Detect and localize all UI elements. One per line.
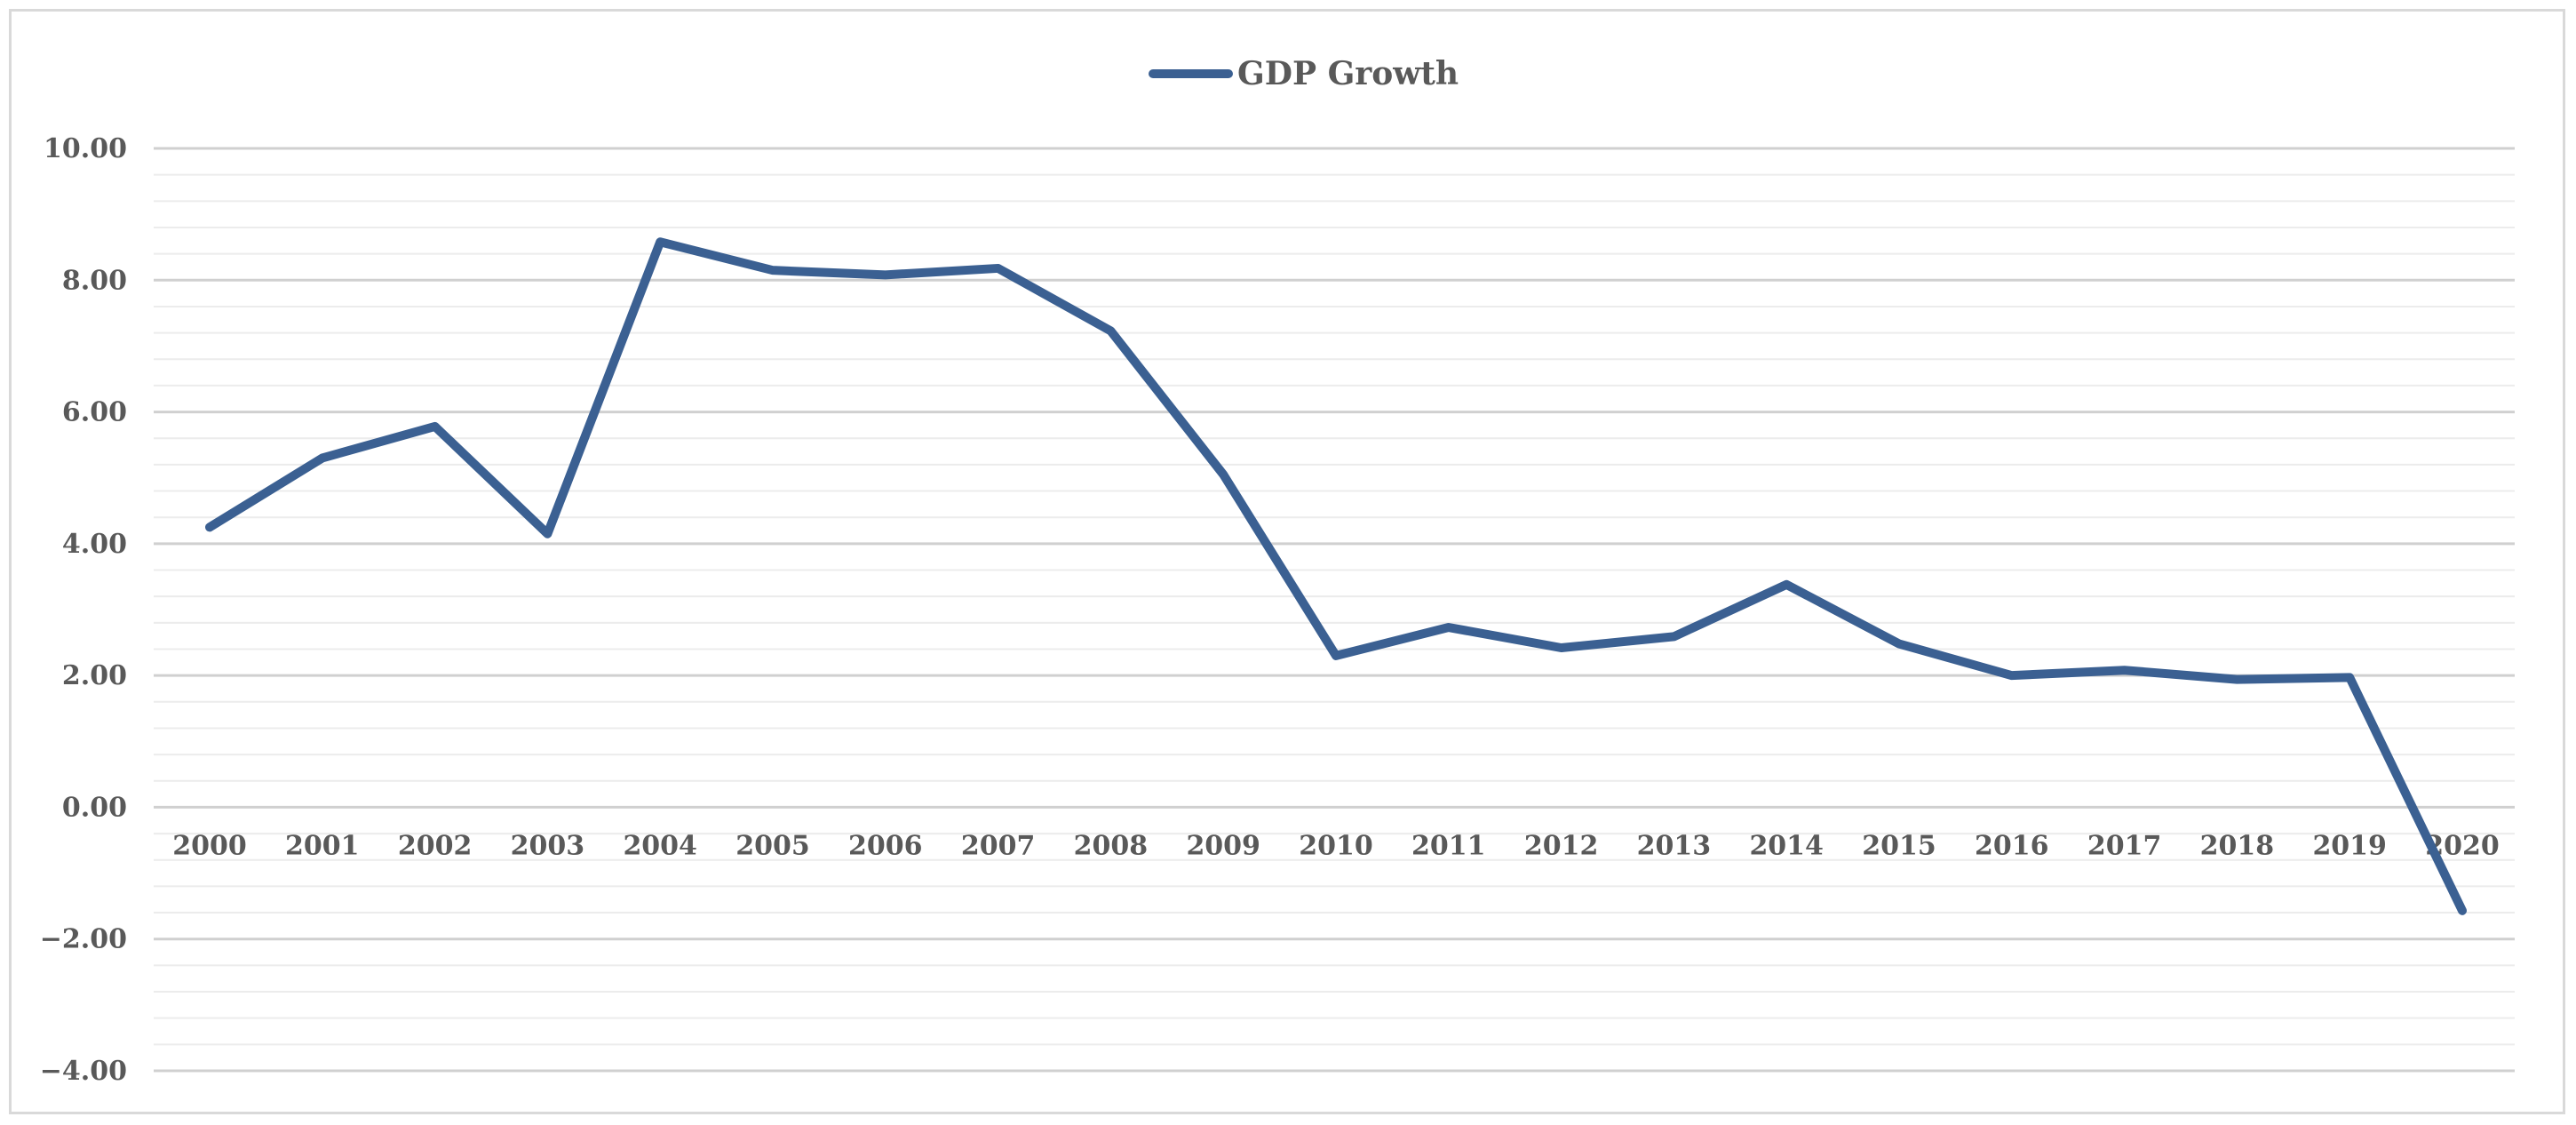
y-tick-label: −4.00 xyxy=(40,1056,127,1087)
y-axis-tick-labels: 10.00 8.00 6.00 4.00 2.00 0.00 −2.00 −4.00 xyxy=(40,133,127,1087)
data-point-2009 xyxy=(1219,470,1228,479)
legend-label-gdp-growth: GDP Growth xyxy=(1237,55,1459,92)
data-point-2001 xyxy=(318,453,327,462)
data-point-2003 xyxy=(543,530,552,539)
data-point-2010 xyxy=(1332,651,1340,660)
data-point-2002 xyxy=(431,422,440,431)
x-tick-label: 2016 xyxy=(1975,830,2049,861)
data-point-2015 xyxy=(1895,640,1904,649)
chart-frame: 10.00 8.00 6.00 4.00 2.00 0.00 −2.00 −4.00 2000… xyxy=(9,9,2565,1114)
legend: GDP Growth xyxy=(1149,55,1459,92)
x-tick-label: 2013 xyxy=(1637,830,1712,861)
series-line-gdp-growth xyxy=(205,237,2467,915)
data-point-2004 xyxy=(656,237,664,246)
x-tick-label: 2005 xyxy=(735,830,810,861)
data-point-2012 xyxy=(1557,643,1566,652)
data-point-2014 xyxy=(1782,580,1791,589)
data-point-2016 xyxy=(2008,671,2016,680)
y-tick-label: −2.00 xyxy=(40,924,127,955)
y-tick-label: 8.00 xyxy=(62,265,127,296)
x-axis-tick-labels: 2000 2001 2002 2003 2004 2005 2006 2007 2008 2009… xyxy=(172,830,2500,861)
series-layer xyxy=(205,237,2467,915)
x-tick-label: 2015 xyxy=(1862,830,1936,861)
data-point-2005 xyxy=(768,266,777,275)
x-tick-label: 2012 xyxy=(1524,830,1599,861)
data-point-2011 xyxy=(1444,623,1453,632)
x-tick-label: 2009 xyxy=(1186,830,1260,861)
x-tick-label: 2014 xyxy=(1749,830,1824,861)
data-point-2000 xyxy=(205,523,214,531)
x-tick-label: 2006 xyxy=(848,830,923,861)
x-tick-label: 2011 xyxy=(1411,830,1486,861)
x-tick-label: 2007 xyxy=(961,830,1036,861)
y-tick-label: 2.00 xyxy=(62,660,127,691)
x-tick-label: 2017 xyxy=(2087,830,2162,861)
data-point-2007 xyxy=(994,264,1003,273)
y-tick-label: 6.00 xyxy=(62,397,127,428)
x-tick-label: 2019 xyxy=(2312,830,2387,861)
y-tick-label: 10.00 xyxy=(44,133,127,164)
data-point-2018 xyxy=(2232,675,2241,684)
x-tick-label: 2001 xyxy=(285,830,360,861)
x-tick-label: 2003 xyxy=(511,830,585,861)
data-point-2006 xyxy=(881,270,890,279)
x-tick-label: 2008 xyxy=(1074,830,1149,861)
x-tick-label: 2018 xyxy=(2200,830,2275,861)
data-point-2017 xyxy=(2120,666,2129,674)
data-point-2013 xyxy=(1669,632,1678,641)
x-tick-label: 2004 xyxy=(623,830,697,861)
x-tick-label: 2002 xyxy=(398,830,473,861)
gridlines xyxy=(154,147,2515,1073)
x-tick-label: 2000 xyxy=(172,830,247,861)
data-point-2020 xyxy=(2458,906,2467,915)
y-tick-label: 4.00 xyxy=(62,529,127,560)
line-chart: 10.00 8.00 6.00 4.00 2.00 0.00 −2.00 −4.00 2000… xyxy=(40,55,2515,1087)
x-tick-label: 2010 xyxy=(1299,830,1373,861)
y-tick-label: 0.00 xyxy=(62,792,127,823)
data-point-2008 xyxy=(1106,326,1115,335)
data-point-2019 xyxy=(2345,673,2354,682)
